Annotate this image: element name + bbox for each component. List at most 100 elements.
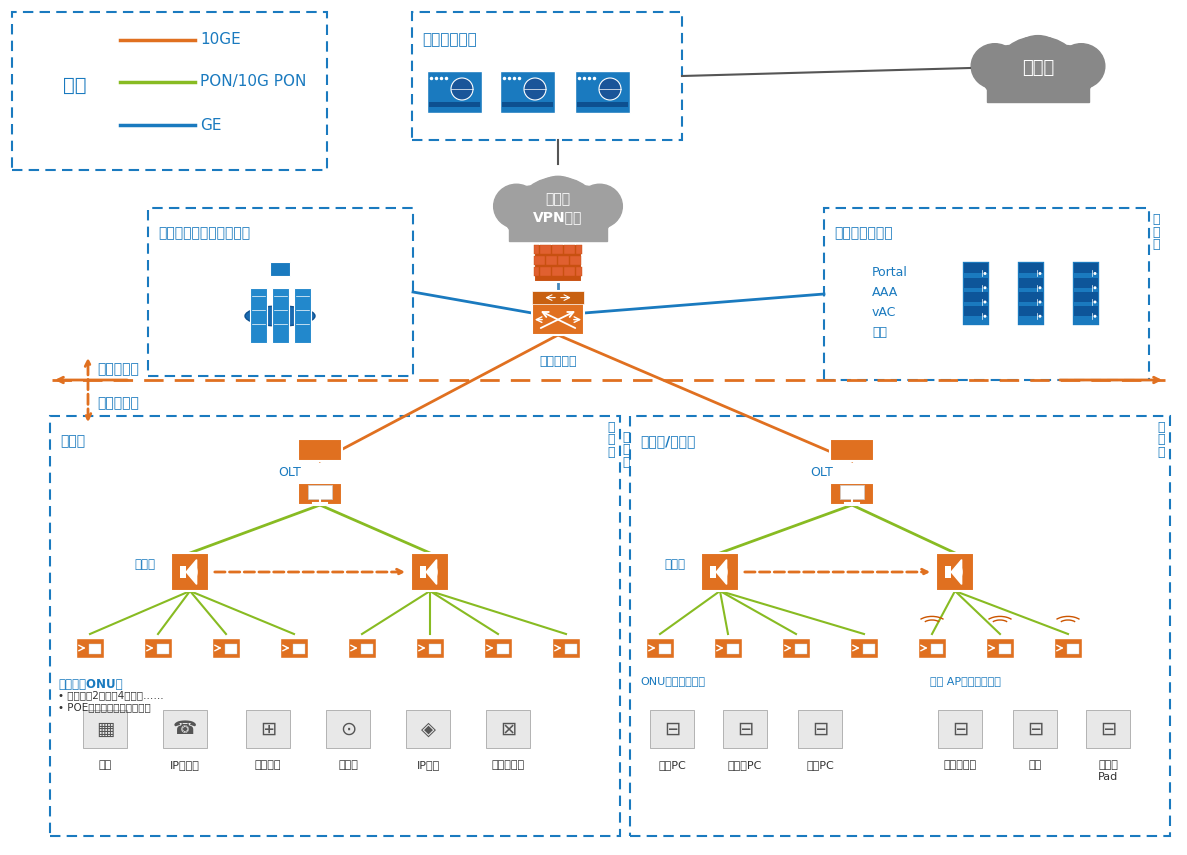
Text: 业务接入层: 业务接入层 [97, 396, 139, 410]
Bar [964, 306, 988, 316]
Bar [1072, 262, 1100, 327]
Bar [564, 267, 575, 276]
Text: 教室PC: 教室PC [806, 760, 834, 770]
Bar [429, 102, 480, 107]
FancyBboxPatch shape [411, 553, 449, 591]
FancyBboxPatch shape [552, 638, 580, 657]
Text: 图例: 图例 [63, 75, 87, 95]
Circle shape [984, 272, 986, 275]
Text: ⊟: ⊟ [1027, 720, 1043, 739]
Bar [89, 645, 101, 654]
Bar [361, 645, 373, 654]
Bar [307, 485, 332, 499]
Bar [179, 566, 186, 578]
Text: 电子书
Pad: 电子书 Pad [1098, 760, 1118, 781]
Bar [570, 256, 580, 265]
Bar [552, 245, 563, 254]
Bar [246, 710, 290, 748]
Text: 监控摄像头: 监控摄像头 [491, 760, 525, 770]
Bar [576, 267, 582, 276]
Text: 科
尚
工: 科 尚 工 [1153, 213, 1160, 251]
FancyBboxPatch shape [850, 638, 878, 657]
Text: PON/10G PON: PON/10G PON [199, 74, 306, 90]
Circle shape [1039, 286, 1041, 289]
Text: 10GE: 10GE [199, 32, 241, 48]
FancyBboxPatch shape [280, 638, 307, 657]
Bar [501, 102, 552, 107]
Text: IP广播: IP广播 [417, 760, 439, 770]
Bar [564, 245, 575, 254]
Bar [158, 645, 169, 654]
FancyBboxPatch shape [484, 638, 512, 657]
Text: ⊠: ⊠ [500, 720, 516, 739]
Bar [293, 288, 311, 343]
Ellipse shape [554, 186, 614, 239]
Bar [964, 263, 988, 274]
Text: ⊟: ⊟ [812, 720, 829, 739]
Text: ONU（有线用户）: ONU（有线用户） [640, 676, 705, 686]
Bar [710, 566, 716, 578]
Circle shape [984, 300, 986, 304]
Bar [485, 710, 531, 748]
Ellipse shape [503, 186, 561, 239]
Bar [534, 256, 545, 265]
Bar [226, 645, 236, 654]
Text: 科
尚
工: 科 尚 工 [622, 431, 629, 469]
Bar [986, 68, 1090, 103]
Ellipse shape [980, 45, 1041, 99]
Bar [412, 12, 683, 140]
Text: 核心交换机: 核心交换机 [539, 355, 577, 368]
Circle shape [1093, 272, 1097, 275]
Text: 警报器: 警报器 [338, 760, 358, 770]
Bar [430, 645, 440, 654]
Bar [558, 256, 569, 265]
Bar [1074, 278, 1098, 288]
Ellipse shape [245, 306, 315, 326]
Text: ⊞: ⊞ [260, 720, 277, 739]
Bar [964, 278, 988, 288]
Text: Portal
AAA
vAC
计费: Portal AAA vAC 计费 [872, 266, 908, 339]
Bar [269, 262, 290, 276]
Bar [293, 645, 305, 654]
Text: ▦: ▦ [96, 720, 114, 739]
Bar [577, 102, 628, 107]
Circle shape [1039, 315, 1041, 318]
Text: 市政信息中心: 市政信息中心 [423, 32, 477, 47]
Bar [1074, 292, 1098, 302]
Text: 各种型号ONU：: 各种型号ONU： [58, 678, 122, 691]
FancyBboxPatch shape [646, 638, 674, 657]
Bar [630, 416, 1170, 836]
Bar [272, 288, 288, 343]
Text: 电子黑板: 电子黑板 [255, 760, 281, 770]
Text: 笔记本电脑: 笔记本电脑 [944, 760, 977, 770]
Text: 业务控制层: 业务控制层 [97, 362, 139, 376]
Bar [659, 645, 671, 654]
Bar [1018, 292, 1043, 302]
Text: 门禁: 门禁 [99, 760, 112, 770]
Bar [863, 645, 875, 654]
Circle shape [523, 78, 546, 100]
Bar [1018, 278, 1043, 288]
Bar [508, 208, 608, 241]
Bar [500, 71, 554, 113]
Bar [148, 208, 413, 376]
FancyBboxPatch shape [1054, 638, 1083, 657]
FancyBboxPatch shape [702, 553, 740, 591]
FancyBboxPatch shape [212, 638, 240, 657]
Polygon shape [951, 560, 961, 584]
Text: 校园数据中心及原有业务: 校园数据中心及原有业务 [158, 226, 250, 240]
Text: 科
尚
工: 科 尚 工 [608, 421, 615, 459]
Bar [552, 267, 563, 276]
Bar [534, 244, 582, 282]
Bar [565, 645, 577, 654]
Bar [945, 566, 951, 578]
FancyBboxPatch shape [830, 483, 874, 505]
Text: • POE输出／常管型／家庭型: • POE输出／常管型／家庭型 [58, 702, 151, 712]
FancyBboxPatch shape [144, 638, 172, 657]
Bar [1074, 306, 1098, 316]
Text: IP电话机: IP电话机 [170, 760, 199, 770]
Ellipse shape [519, 177, 597, 239]
Polygon shape [716, 560, 726, 584]
Bar [426, 71, 482, 113]
FancyBboxPatch shape [76, 638, 104, 657]
